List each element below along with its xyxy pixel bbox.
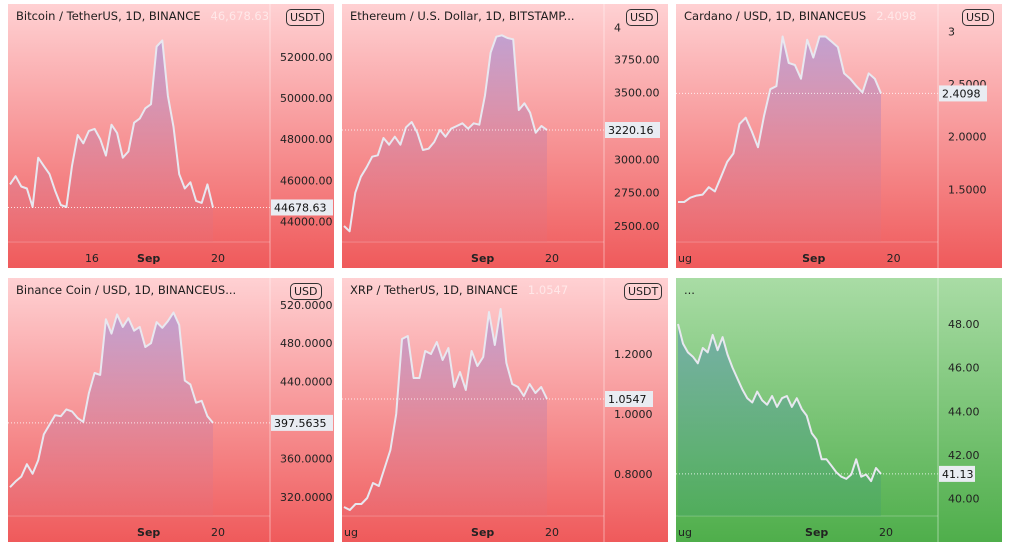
last-price-label: 2.4098	[942, 87, 981, 100]
x-tick-label: 16	[85, 252, 99, 265]
last-price-box	[605, 122, 660, 138]
y-tick-label: 44000.00	[280, 215, 333, 228]
last-price-box	[939, 85, 987, 102]
last-price-box	[605, 391, 653, 407]
chart-panel-sixth[interactable]: 48.00 46.00 44.00 42.00 40.00 41.13 ug Sep 20 ..…	[676, 278, 1002, 542]
chart-title: Binance Coin / USD, 1D, BINANCEUS...	[16, 283, 237, 297]
y-tick-label: 3	[948, 25, 955, 38]
price-line	[343, 308, 548, 511]
chart-svg: 520.0000 480.0000 440.0000 360.0000 320.0000…	[8, 278, 334, 542]
y-tick-label: 48.00	[948, 318, 980, 331]
y-tick-label: 520.0000	[280, 299, 333, 312]
y-tick-label: 3750.00	[614, 53, 660, 66]
x-tick-label: 20	[211, 526, 225, 539]
last-price-label: 3220.16	[608, 124, 654, 137]
x-tick-label: Sep	[137, 526, 160, 539]
last-price-label: 1.0547	[608, 393, 647, 406]
y-tick-label: 0.8000	[614, 468, 653, 481]
last-price-label: 44678.63	[274, 201, 327, 214]
chart-panel-binance-coin[interactable]: 520.0000 480.0000 440.0000 360.0000 320.0000…	[8, 278, 334, 542]
chart-svg: 1.2000 1.0000 0.8000 1.0547 ug Sep 20	[342, 278, 668, 542]
chart-title: Bitcoin / TetherUS, 1D, BINANCE 46,678.63	[16, 9, 270, 23]
chart-svg: 48.00 46.00 44.00 42.00 40.00 41.13 ug Sep 20	[676, 278, 1002, 542]
chart-panel-bitcoin[interactable]: 52000.00 50000.00 48000.00 46000.00 44000.00…	[8, 4, 334, 268]
y-tick-label: 2500.00	[614, 220, 660, 233]
y-tick-label: 48000.00	[280, 133, 333, 146]
last-price-box	[939, 465, 975, 482]
price-area	[344, 35, 547, 242]
x-tick-label: ug	[678, 526, 692, 539]
x-tick-label: Sep	[802, 252, 825, 265]
y-tick-label: 1.0000	[614, 408, 653, 421]
y-tick-label: 480.0000	[280, 337, 333, 350]
chart-panel-xrp[interactable]: 1.2000 1.0000 0.8000 1.0547 ug Sep 20 XRP / Te…	[342, 278, 668, 542]
price-area	[678, 36, 881, 242]
last-price-box	[271, 414, 333, 431]
y-tick-label: 52000.00	[280, 51, 333, 64]
x-tick-label: 20	[887, 252, 901, 265]
x-tick-label: 20	[879, 526, 893, 539]
price-line	[343, 34, 548, 233]
price-line	[9, 311, 214, 488]
price-area	[10, 312, 213, 516]
last-price-label: 397.5635	[274, 417, 327, 430]
price-line	[677, 323, 882, 483]
x-tick-label: Sep	[805, 526, 828, 539]
x-tick-label: Sep	[471, 252, 494, 265]
x-tick-label: ug	[344, 526, 358, 539]
x-tick-label: Sep	[137, 252, 160, 265]
y-tick-label: 44.00	[948, 405, 980, 418]
price-area	[10, 40, 213, 243]
x-tick-label: 20	[545, 526, 559, 539]
y-tick-label: 46000.00	[280, 174, 333, 187]
currency-unit-badge[interactable]: USD	[962, 9, 994, 26]
currency-unit-badge[interactable]: USD	[290, 283, 322, 300]
chart-svg: 43750.003500.003250.003000.002750.002500…	[342, 4, 668, 268]
chart-title: XRP / TetherUS, 1D, BINANCE 1.0547	[350, 283, 569, 297]
x-tick-label: 20	[545, 252, 559, 265]
y-tick-label: 46.00	[948, 362, 980, 375]
currency-unit-badge[interactable]: USDT	[286, 9, 325, 26]
price-area	[678, 324, 881, 516]
y-tick-label: 2750.00	[614, 187, 660, 200]
x-tick-label: Sep	[471, 526, 494, 539]
chart-title: ...	[684, 283, 695, 297]
currency-unit-badge[interactable]: USD	[626, 9, 658, 26]
chart-svg: 52000.00 50000.00 48000.00 46000.00 44000.00…	[8, 4, 334, 268]
last-price-box	[271, 199, 333, 216]
last-price-label: 41.13	[942, 468, 974, 481]
x-tick-label: ug	[678, 252, 692, 265]
y-tick-label: 42.00	[948, 449, 980, 462]
price-line	[9, 39, 214, 208]
chart-title: Cardano / USD, 1D, BINANCEUS 2.4098	[684, 9, 917, 23]
y-tick-label: 1.5000	[948, 183, 987, 196]
y-tick-label: 360.0000	[280, 452, 333, 465]
x-tick-label: 20	[211, 252, 225, 265]
price-line	[678, 35, 882, 203]
y-tick-label: 320.0000	[280, 491, 333, 504]
y-tick-label: 3500.00	[614, 87, 660, 100]
price-area	[344, 309, 547, 516]
y-tick-label: 4	[614, 21, 621, 34]
y-tick-label: 40.00	[948, 493, 980, 506]
chart-title: Ethereum / U.S. Dollar, 1D, BITSTAMP...	[350, 9, 575, 23]
y-tick-label: 2.0000	[948, 131, 987, 144]
currency-unit-badge[interactable]: USDT	[624, 283, 663, 300]
y-tick-label: 440.0000	[280, 376, 333, 389]
y-tick-label: 50000.00	[280, 92, 333, 105]
chart-panel-cardano[interactable]: 3 2.5000 2.0000 1.5000 2.4098 ug Sep 20 Cardano…	[676, 4, 1002, 268]
y-tick-label: 3000.00	[614, 153, 660, 166]
chart-panel-ethereum[interactable]: 43750.003500.003250.003000.002750.002500…	[342, 4, 668, 268]
y-tick-label: 1.2000	[614, 348, 653, 361]
